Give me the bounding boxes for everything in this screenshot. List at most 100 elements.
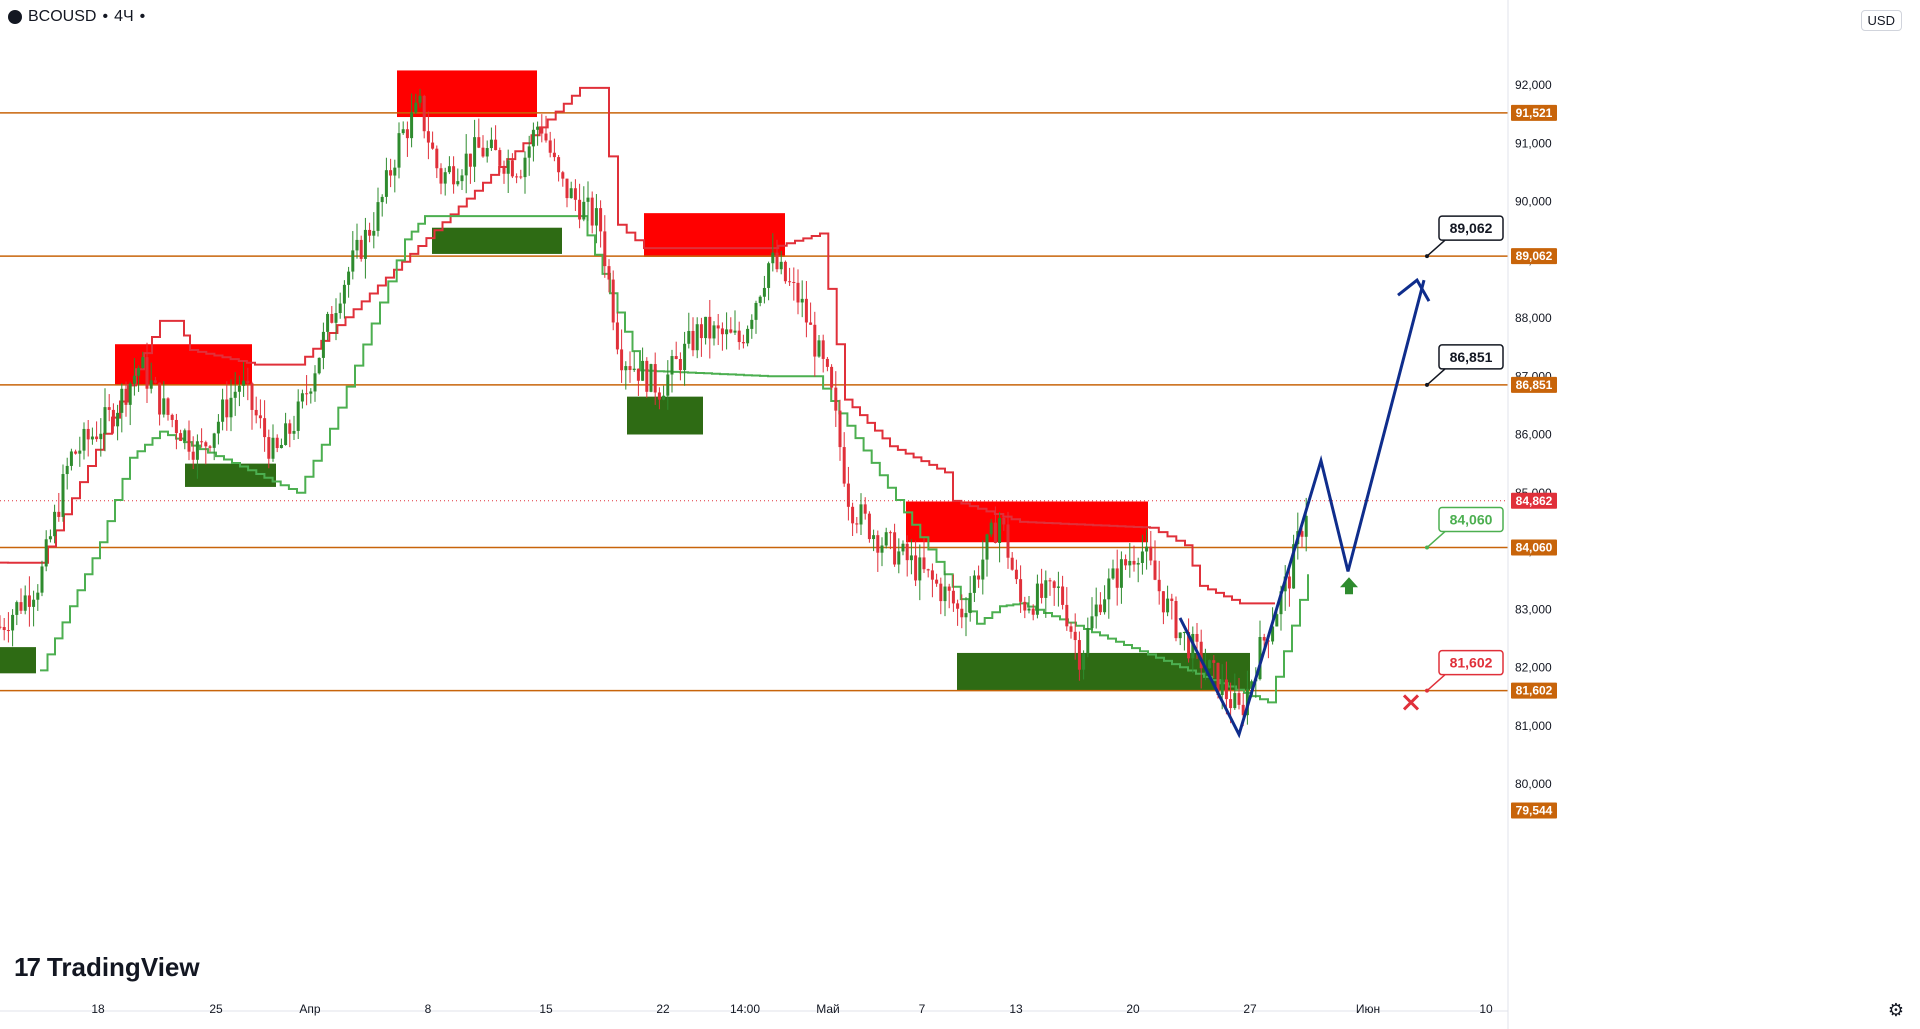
candle-body — [460, 175, 464, 182]
candle-body — [842, 447, 846, 484]
candle-body — [309, 391, 313, 394]
candle-body — [233, 391, 237, 398]
candle-body — [863, 504, 867, 514]
candle-body — [649, 364, 653, 392]
candle-body — [0, 626, 2, 628]
candle-body — [439, 168, 443, 184]
candle-body — [1212, 660, 1216, 663]
candle-body — [678, 358, 682, 371]
callout-dot — [1425, 254, 1429, 259]
candle-body — [519, 176, 523, 178]
currency-selector[interactable]: USD — [1860, 10, 1902, 31]
candle-body — [347, 271, 351, 285]
candle-body — [435, 148, 439, 169]
candle-body — [162, 398, 166, 415]
candle-body — [641, 360, 645, 381]
time-axis[interactable]: 18 25 Апр 8 15 22 14:00 Май 7 13 20 27 Июн 10 — [0, 1002, 1508, 1016]
candle-body — [1178, 632, 1182, 639]
candle-body — [69, 451, 73, 466]
candle-body — [1124, 559, 1128, 566]
candle-body — [771, 252, 775, 264]
candle-body — [930, 570, 934, 580]
candle-body — [473, 137, 477, 167]
candle-body — [561, 172, 565, 179]
callout-dot — [1425, 545, 1429, 550]
candles-layer — [0, 88, 1308, 727]
candle-body — [279, 444, 283, 449]
candle-body — [1090, 616, 1094, 629]
symbol-header[interactable]: BCOUSD • 4Ч • — [8, 8, 145, 26]
candle-body — [515, 176, 519, 178]
candle-body — [1031, 608, 1035, 615]
candle-body — [65, 465, 69, 475]
candle-body — [116, 412, 120, 427]
x-tick-label: Апр — [299, 1002, 321, 1016]
x-tick-label: 13 — [1009, 1002, 1023, 1016]
x-tick-label: 14:00 — [730, 1002, 760, 1016]
candle-body — [817, 340, 821, 357]
callout-label: 84,060 — [1450, 512, 1493, 528]
x-tick-label: 10 — [1479, 1002, 1493, 1016]
callout-pointer — [1426, 674, 1446, 692]
candle-body — [1040, 583, 1044, 598]
candle-body — [397, 133, 401, 168]
candle-body — [225, 399, 229, 418]
candle-body — [620, 349, 624, 371]
candle-body — [557, 157, 561, 173]
candle-body — [23, 595, 27, 611]
candle-body — [1161, 591, 1165, 613]
candle-body — [1132, 560, 1136, 565]
candle-body — [1128, 560, 1132, 566]
gear-icon[interactable]: ⚙ — [1887, 1000, 1904, 1020]
candle-body — [830, 366, 834, 388]
interval[interactable]: 4Ч — [114, 8, 134, 25]
candle-body — [351, 250, 355, 272]
candle-body — [1157, 579, 1161, 592]
candle-body — [414, 102, 418, 113]
candle-body — [599, 208, 603, 232]
candle-body — [611, 279, 615, 323]
stop-cross-icon — [1402, 694, 1420, 711]
level-tag-bg — [1511, 539, 1557, 556]
candle-body — [624, 366, 628, 371]
candle-body — [384, 170, 388, 197]
candle-body — [779, 261, 783, 270]
candle-body — [888, 532, 892, 534]
candle-body — [1170, 598, 1174, 601]
candle-body — [989, 522, 993, 535]
price-axis[interactable]: 92,00091,00090,00089,00088,00087,00086,0… — [1507, 0, 1557, 1029]
candle-body — [477, 137, 481, 148]
candle-body — [653, 364, 657, 393]
candle-body — [393, 167, 397, 176]
candle-body — [527, 146, 531, 158]
tradingview-logo[interactable]: 17 TradingView — [14, 952, 200, 983]
candle-body — [1019, 579, 1023, 602]
candle-body — [729, 329, 733, 333]
candle-body — [767, 263, 771, 288]
separator: • — [102, 8, 109, 25]
candle-body — [540, 126, 544, 134]
supply-zone — [397, 70, 537, 118]
candle-body — [758, 296, 762, 303]
current-price-tag: 84,862 — [1516, 494, 1553, 508]
candle-body — [1136, 562, 1140, 565]
y-tick-label: 90,000 — [1515, 195, 1552, 209]
candle-body — [1061, 586, 1065, 605]
level-tag-bg — [1511, 248, 1557, 265]
candle-body — [418, 95, 422, 103]
candle-body — [258, 415, 262, 419]
candle-body — [594, 208, 598, 226]
candle-body — [834, 387, 838, 411]
symbol-name: BCOUSD — [28, 8, 97, 25]
level-tag-bg — [1511, 104, 1557, 121]
candle-body — [1237, 693, 1241, 705]
candle-body — [725, 329, 729, 335]
candle-body — [355, 239, 359, 251]
x-tick-label: 20 — [1126, 1002, 1140, 1016]
candle-body — [1220, 679, 1224, 696]
candle-body — [935, 579, 939, 584]
callout-box — [1438, 215, 1504, 241]
candle-body — [636, 368, 640, 381]
candle-body — [502, 165, 506, 174]
